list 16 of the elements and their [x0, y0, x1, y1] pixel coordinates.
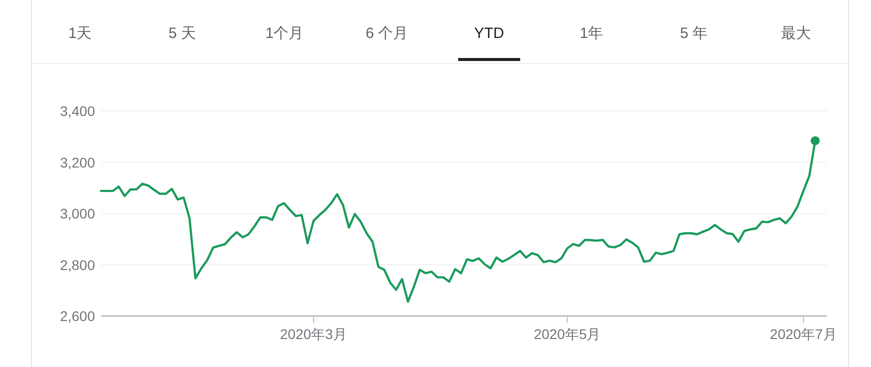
x-tick-label: 2020年3月 [280, 326, 347, 342]
x-tick-label: 2020年5月 [534, 326, 601, 342]
text: YTD [474, 25, 504, 42]
y-tick-label: 2,600 [60, 308, 96, 324]
y-tick-label: 3,400 [60, 103, 96, 119]
text: 5 天 [168, 25, 196, 42]
x-tick-label: 2020年7月 [770, 326, 837, 342]
y-tick-label: 3,200 [60, 154, 96, 170]
text: 5 年 [680, 25, 708, 42]
y-tick-label: 2,800 [60, 256, 96, 273]
text: 1年 [580, 25, 604, 42]
text: 最大 [781, 25, 811, 42]
text: 1个月 [265, 25, 304, 42]
y-tick-label: 3,000 [60, 206, 96, 222]
text: 6 个月 [366, 25, 408, 42]
text: 1天 [68, 25, 92, 42]
